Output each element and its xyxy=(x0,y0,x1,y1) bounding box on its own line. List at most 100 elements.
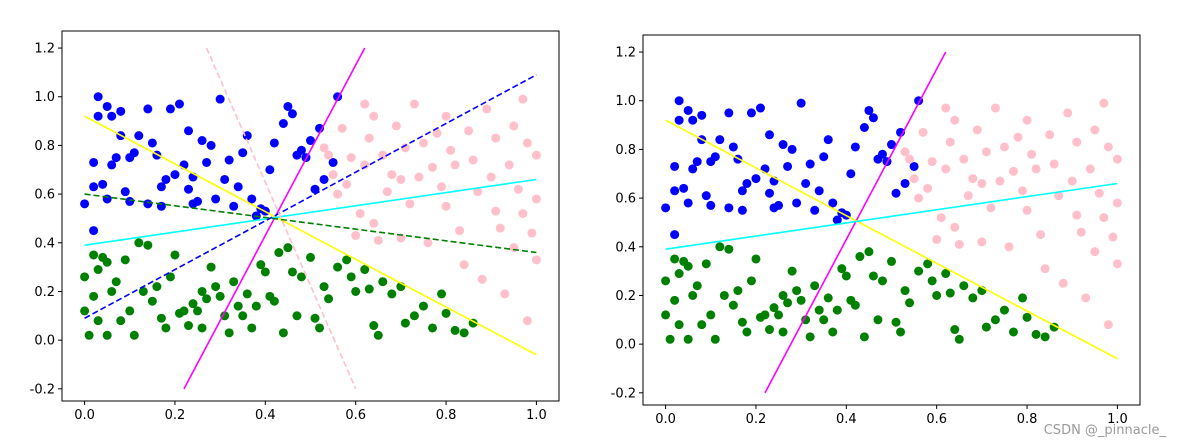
scatter-point xyxy=(378,277,388,287)
scatter-point xyxy=(1018,186,1028,196)
y-tick-label: 0.8 xyxy=(34,139,55,154)
scatter-point xyxy=(679,183,689,193)
scatter-point xyxy=(1054,191,1064,201)
boundary-line xyxy=(84,115,537,356)
scatter-point xyxy=(742,178,752,188)
y-tick-label: 0.4 xyxy=(34,236,55,251)
y-tick-label: 0.2 xyxy=(615,289,636,304)
scatter-point xyxy=(80,272,90,282)
scatter-point xyxy=(719,290,729,300)
scatter-point xyxy=(1112,154,1122,164)
scatter-point xyxy=(905,154,915,164)
scatter-point xyxy=(945,137,955,147)
scatter-point xyxy=(360,99,370,109)
scatter-point xyxy=(891,317,901,327)
scatter-point xyxy=(296,145,306,155)
scatter-point xyxy=(427,323,437,333)
scatter-point xyxy=(990,103,1000,113)
scatter-point xyxy=(850,142,860,152)
scatter-point xyxy=(369,321,379,331)
scatter-point xyxy=(482,104,492,114)
scatter-point xyxy=(724,244,734,254)
boundary-line xyxy=(764,51,947,394)
scatter-point xyxy=(868,113,878,123)
x-tick-label: 0.6 xyxy=(345,408,366,423)
scatter-point xyxy=(242,131,252,141)
scatter-point xyxy=(369,218,379,228)
scatter-point xyxy=(184,126,194,136)
scatter-point xyxy=(369,111,379,121)
scatter-point xyxy=(491,206,501,216)
scatter-point xyxy=(414,172,424,182)
scatter-point xyxy=(868,271,878,281)
scatter-point xyxy=(165,272,175,282)
scatter-point xyxy=(1008,327,1018,337)
scatter-point xyxy=(287,267,297,277)
scatter-point xyxy=(877,276,887,286)
scatter-point xyxy=(769,303,779,313)
scatter-point xyxy=(877,149,887,159)
scatter-point xyxy=(683,334,693,344)
scatter-point xyxy=(1090,125,1100,135)
dashed-boundary-line xyxy=(205,47,357,390)
scatter-point xyxy=(746,108,756,118)
scatter-point xyxy=(909,174,919,184)
scatter-point xyxy=(287,109,297,119)
scatter-point xyxy=(661,276,671,286)
scatter-point xyxy=(674,96,684,106)
scatter-point xyxy=(269,138,279,148)
scatter-point xyxy=(688,164,698,174)
scatter-point xyxy=(242,289,252,299)
scatter-point xyxy=(950,325,960,335)
scatter-point xyxy=(143,199,153,209)
scatter-point xyxy=(147,138,157,148)
scatter-point xyxy=(211,282,221,292)
scatter-point xyxy=(746,276,756,286)
scatter-point xyxy=(1022,115,1032,125)
scatter-point xyxy=(1040,332,1050,342)
dashed-boundary-line xyxy=(84,74,537,319)
x-tick-label: 0.0 xyxy=(74,408,95,423)
scatter-point xyxy=(1040,264,1050,274)
scatter-point xyxy=(500,289,510,299)
scatter-point xyxy=(683,105,693,115)
scatter-point xyxy=(125,196,135,206)
scatter-point xyxy=(823,293,833,303)
scatter-point xyxy=(968,293,978,303)
scatter-point xyxy=(364,284,374,294)
scatter-point xyxy=(832,215,842,225)
scatter-point xyxy=(733,286,743,296)
scatter-point xyxy=(269,296,279,306)
boundary-line xyxy=(665,119,1118,360)
scatter-point xyxy=(963,191,973,201)
scatter-point xyxy=(701,191,711,201)
plot-area xyxy=(661,51,1122,394)
y-tick-label: 1.2 xyxy=(34,42,55,57)
scatter-point xyxy=(887,140,896,150)
scatter-point xyxy=(715,242,725,252)
scatter-point xyxy=(981,322,991,332)
scatter-point xyxy=(1103,320,1113,330)
scatter-point xyxy=(495,223,505,233)
scatter-point xyxy=(670,186,680,196)
scatter-point xyxy=(319,143,329,153)
scatter-point xyxy=(1031,164,1041,174)
scatter-point xyxy=(918,127,928,137)
scatter-point xyxy=(737,205,747,215)
scatter-point xyxy=(531,255,541,265)
scatter-point xyxy=(531,150,541,160)
scatter-point xyxy=(1036,230,1046,240)
scatter-point xyxy=(742,327,752,337)
scatter-point xyxy=(89,250,99,260)
scatter-point xyxy=(102,257,112,267)
scatter-point xyxy=(93,111,103,121)
scatter-point xyxy=(518,209,528,219)
scatter-point xyxy=(98,179,108,189)
y-tick-label: 0.6 xyxy=(615,192,636,207)
scatter-point xyxy=(778,290,788,300)
scatter-point xyxy=(491,133,501,143)
scatter-point xyxy=(859,123,869,132)
scatter-point xyxy=(828,198,838,208)
scatter-point xyxy=(522,138,532,148)
scatter-point xyxy=(683,198,693,208)
